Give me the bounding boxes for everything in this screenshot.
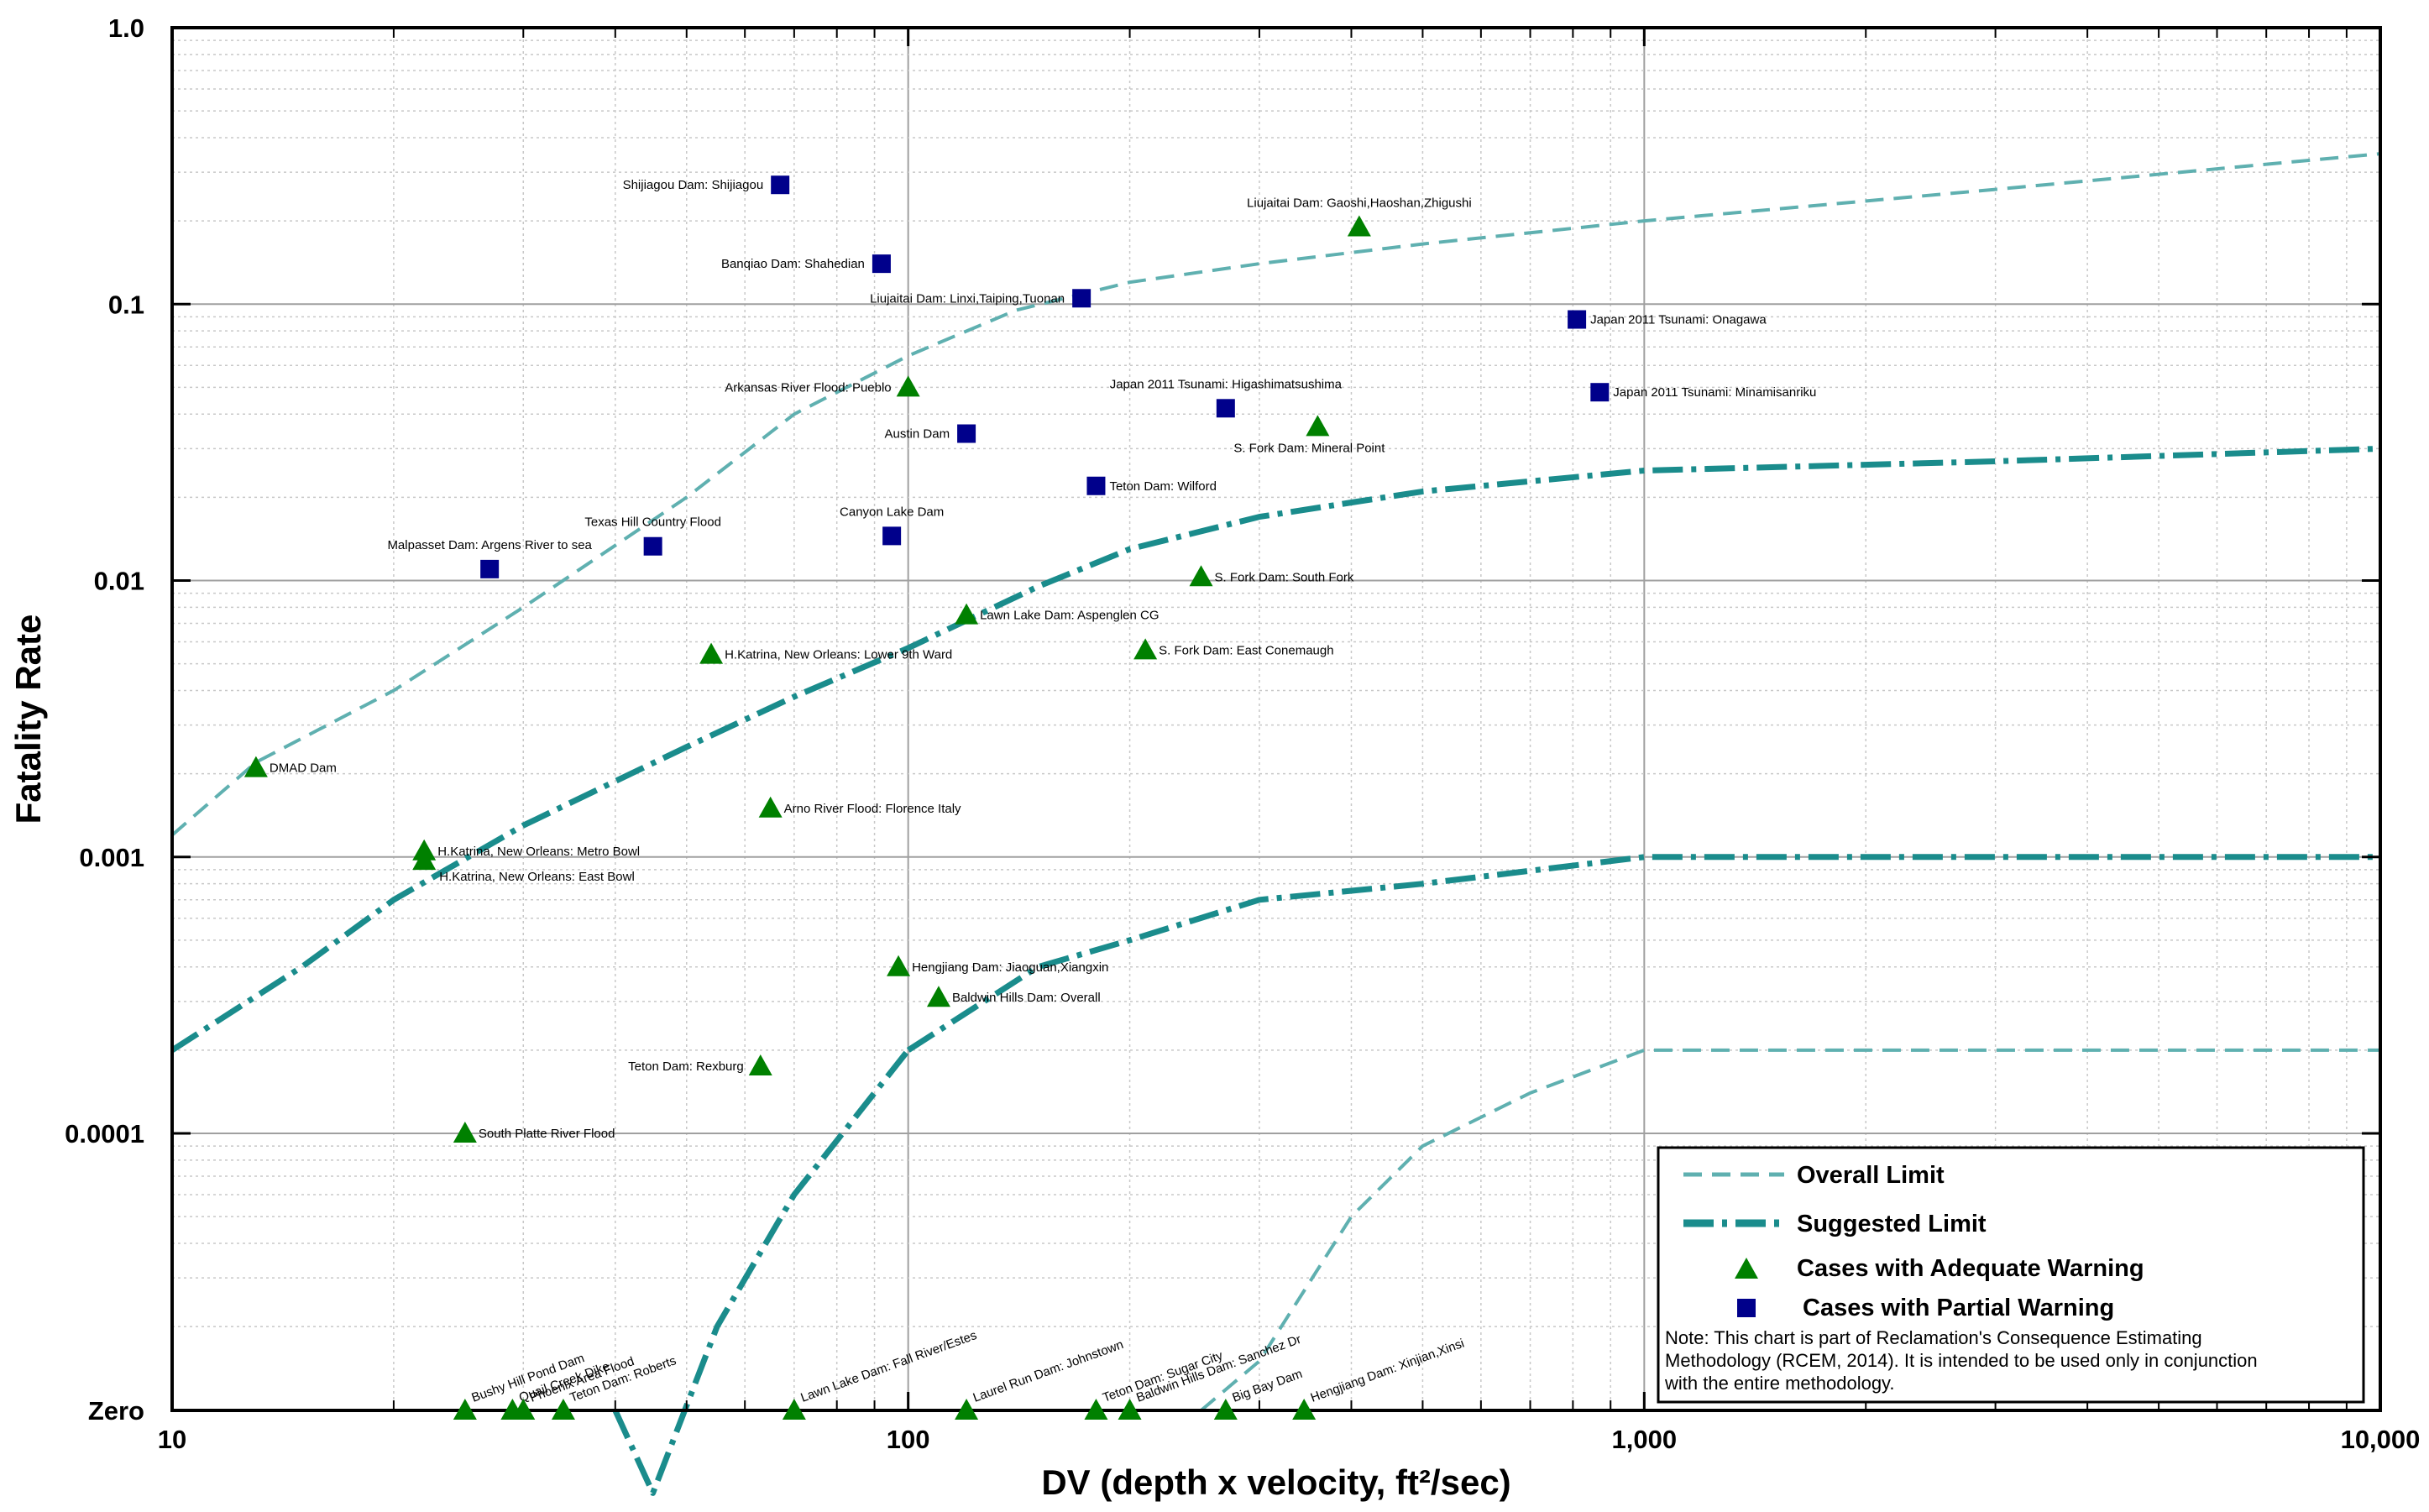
point-label: Japan 2011 Tsunami: Minamisanriku (1613, 385, 1816, 400)
point-label: H.Katrina, New Orleans: East Bowl (439, 870, 635, 884)
partial-warning-point (771, 175, 790, 195)
adequate-warning-point (955, 1399, 979, 1420)
legend-partial-label: Cases with Partial Warning (1803, 1295, 2114, 1321)
point-label: Big Bay Dam (1230, 1367, 1304, 1405)
data-points: Shijiagou Dam: Shijiagou Liujaitai Dam: G… (243, 175, 1816, 1420)
x-tick-label: 10,000 (2341, 1425, 2421, 1454)
partial-warning-point (1072, 289, 1091, 308)
y-tick-label: Zero (88, 1396, 144, 1426)
point-label: Banqiao Dam: Shahedian (721, 257, 865, 271)
point-label: H.Katrina, New Orleans: Metro Bowl (437, 845, 640, 859)
y-axis-title: Fatality Rate (8, 615, 48, 824)
y-tick-label: 0.0001 (65, 1119, 144, 1148)
partial-warning-point (957, 424, 976, 443)
legend-overall-label: Overall Limit (1797, 1162, 1945, 1189)
adequate-warning-point (1213, 1399, 1238, 1420)
point-label: Arno River Flood: Florence Italy (784, 802, 961, 816)
y-tick-label: 0.01 (94, 567, 144, 596)
legend-suggested-label: Suggested Limit (1797, 1211, 1987, 1237)
point-label: DMAD Dam (270, 761, 337, 776)
point-label: Teton Dam: Rexburg (628, 1059, 744, 1074)
plot-area-frame (170, 26, 2382, 1412)
point-label: Shijiagou Dam: Shijiagou (623, 178, 764, 192)
adequate-warning-point (551, 1399, 575, 1420)
point-label: Japan 2011 Tsunami: Onagawa (1590, 313, 1767, 327)
axis-ticks: 10 100 1,000 10,000 Zero 0.0001 0.001 0.01 0.1 1.… (65, 13, 2420, 1454)
partial-warning-point (1216, 399, 1235, 418)
y-tick-label: 0.001 (79, 843, 144, 872)
adequate-warning-point (758, 796, 783, 818)
adequate-warning-point (1306, 415, 1330, 437)
legend-adequate-label: Cases with Adequate Warning (1797, 1255, 2144, 1282)
point-label: H.Katrina, New Orleans: Lower 9th Ward (725, 648, 952, 662)
suggested-limit-curve (906, 854, 2380, 1053)
adequate-warning-point (896, 375, 920, 397)
adequate-warning-point (782, 1399, 806, 1420)
suggested-limit-curve (612, 1048, 911, 1496)
point-label: S. Fork Dam: Mineral Point (1233, 441, 1385, 455)
adequate-warning-point (1084, 1399, 1108, 1420)
adequate-warning-point (955, 603, 979, 625)
point-label: Baldwin Hills Dam: Sanchez Dr (1134, 1332, 1303, 1405)
adequate-warning-point (1133, 638, 1158, 660)
adequate-warning-point (699, 642, 724, 664)
adequate-warning-point (243, 756, 268, 777)
point-label: Malpasset Dam: Argens River to sea (387, 538, 592, 552)
adequate-warning-point (412, 849, 437, 871)
y-tick-label: 0.1 (108, 290, 144, 319)
point-label: Hengjiang Dam: Xinjian,Xinsi (1309, 1337, 1467, 1405)
point-label: Liujaitai Dam: Gaoshi,Haoshan,Zhigushi (1247, 196, 1472, 210)
point-label: South Platte River Flood (479, 1127, 615, 1141)
x-axis-title: DV (depth x velocity, ft²/sec) (1041, 1462, 1510, 1502)
partial-warning-point (1086, 476, 1106, 495)
point-label: Liujaitai Dam: Linxi,Taiping,Tuonan (870, 291, 1065, 306)
legend: Overall Limit Suggested Limit Cases with… (1657, 1146, 2365, 1404)
point-label: S. Fork Dam: East Conemaugh (1159, 643, 1333, 657)
point-label: Japan 2011 Tsunami: Higashimatsushima (1110, 377, 1343, 391)
adequate-warning-point (453, 1399, 477, 1420)
note-line: with the entire methodology. (1664, 1373, 1895, 1394)
point-label: Arkansas River Flood: Pueblo (725, 380, 891, 395)
adequate-warning-point (748, 1054, 772, 1075)
point-label: Lawn Lake Dam: Fall River/Estes (798, 1328, 978, 1405)
overall-limit-curve (170, 152, 2381, 837)
point-label: Lawn Lake Dam: Aspenglen CG (980, 609, 1159, 623)
adequate-warning-point (887, 955, 911, 976)
adequate-warning-point (1189, 565, 1213, 587)
partial-warning-point (882, 526, 902, 546)
point-label: Teton Dam: Wilford (1109, 479, 1217, 494)
adequate-warning-point (1347, 215, 1371, 237)
point-label: Austin Dam (885, 427, 950, 442)
legend-triangle-marker (1735, 1258, 1758, 1279)
legend-square-marker (1737, 1299, 1756, 1317)
point-label: Canyon Lake Dam (840, 505, 944, 519)
adequate-warning-point (1118, 1399, 1142, 1420)
adequate-warning-point (511, 1399, 536, 1420)
point-label: S. Fork Dam: South Fork (1215, 570, 1354, 584)
point-label: Texas Hill Country Flood (584, 515, 721, 530)
partial-warning-point (643, 536, 662, 556)
overall-limit-curve (1200, 1048, 2380, 1412)
partial-warning-point (480, 559, 500, 578)
note-line: Note: This chart is part of Reclamation'… (1665, 1327, 2202, 1348)
point-label: Hengjiang Dam: Jiaoguan,Xiangxin (912, 960, 1108, 975)
legend-box (1657, 1146, 2365, 1404)
y-tick-label: 1.0 (108, 13, 144, 43)
x-tick-label: 100 (887, 1425, 930, 1454)
adequate-warning-point (453, 1122, 477, 1143)
partial-warning-point (1568, 310, 1587, 329)
point-label: Baldwin Hills Dam: Overall (952, 991, 1101, 1005)
x-tick-label: 1,000 (1612, 1425, 1678, 1454)
note-line: Methodology (RCEM, 2014). It is intended… (1665, 1350, 2258, 1371)
partial-warning-point (872, 254, 891, 274)
x-tick-label: 10 (158, 1425, 186, 1454)
adequate-warning-point (1292, 1399, 1317, 1420)
partial-warning-point (1590, 383, 1610, 402)
adequate-warning-point (926, 986, 950, 1007)
